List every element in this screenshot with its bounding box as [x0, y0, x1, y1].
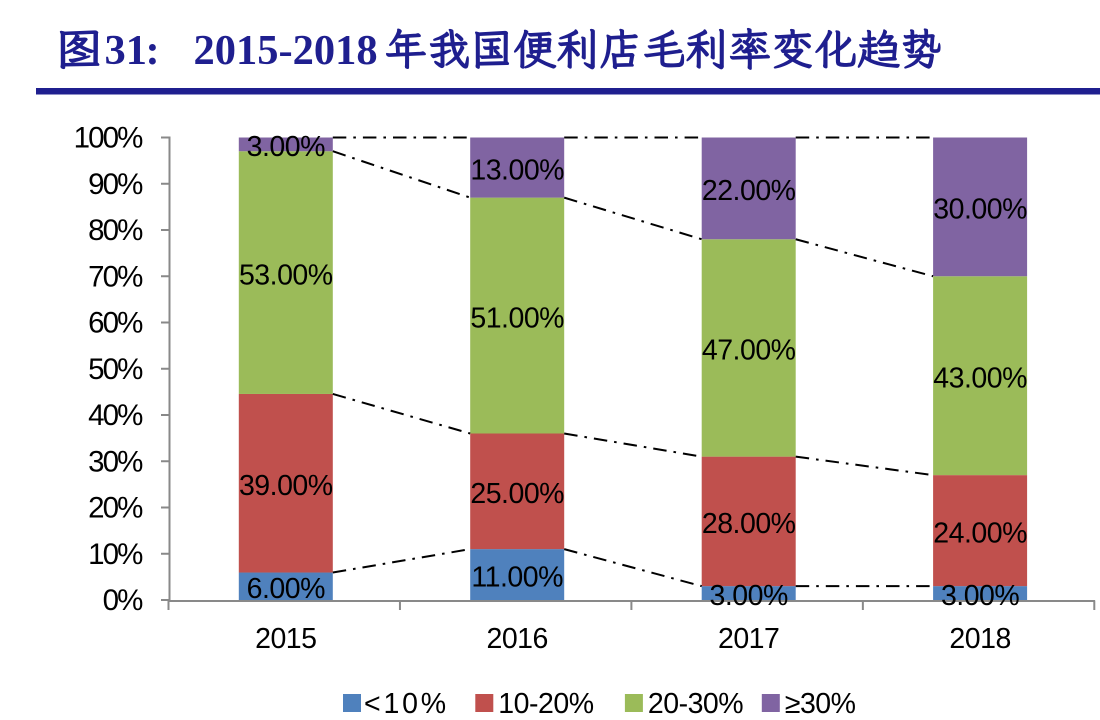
- svg-text:20%: 20%: [88, 492, 143, 525]
- svg-text:43.00%: 43.00%: [933, 362, 1027, 394]
- svg-text:2015: 2015: [255, 623, 316, 655]
- svg-text:2016: 2016: [486, 623, 547, 655]
- svg-text:<10%: <10%: [364, 688, 449, 720]
- svg-text:47.00%: 47.00%: [702, 335, 796, 367]
- svg-text:3.00%: 3.00%: [247, 131, 325, 163]
- svg-text:22.00%: 22.00%: [702, 175, 796, 207]
- svg-text:0%: 0%: [103, 584, 144, 617]
- svg-text:80%: 80%: [88, 214, 143, 247]
- svg-text:40%: 40%: [88, 399, 143, 432]
- svg-text:70%: 70%: [88, 260, 143, 293]
- svg-text:10-20%: 10-20%: [498, 688, 593, 720]
- svg-text:11.00%: 11.00%: [471, 561, 563, 593]
- svg-text:10%: 10%: [88, 538, 143, 571]
- svg-text:≥30%: ≥30%: [785, 688, 856, 720]
- svg-text:28.00%: 28.00%: [702, 508, 796, 540]
- svg-text:90%: 90%: [88, 168, 143, 201]
- svg-text:60%: 60%: [88, 307, 143, 340]
- svg-text:39.00%: 39.00%: [239, 470, 333, 502]
- svg-text:30.00%: 30.00%: [933, 194, 1027, 226]
- svg-text:2018: 2018: [949, 623, 1010, 655]
- svg-text:20-30%: 20-30%: [648, 688, 743, 720]
- svg-text:30%: 30%: [88, 445, 143, 478]
- svg-text:100%: 100%: [74, 122, 144, 155]
- svg-text:2015-2018: 2015-2018: [194, 27, 378, 74]
- svg-text:2017: 2017: [718, 623, 779, 655]
- svg-text:51.00%: 51.00%: [470, 302, 564, 334]
- svg-text:50%: 50%: [88, 353, 143, 386]
- svg-text:6.00%: 6.00%: [247, 573, 325, 605]
- svg-text:24.00%: 24.00%: [933, 517, 1027, 549]
- svg-text:53.00%: 53.00%: [239, 259, 333, 291]
- svg-text:13.00%: 13.00%: [470, 154, 564, 186]
- svg-text:3.00%: 3.00%: [710, 580, 788, 612]
- svg-text:25.00%: 25.00%: [470, 478, 564, 510]
- svg-text::: :: [146, 27, 160, 74]
- svg-text:31: 31: [105, 27, 148, 74]
- svg-text:3.00%: 3.00%: [941, 580, 1019, 612]
